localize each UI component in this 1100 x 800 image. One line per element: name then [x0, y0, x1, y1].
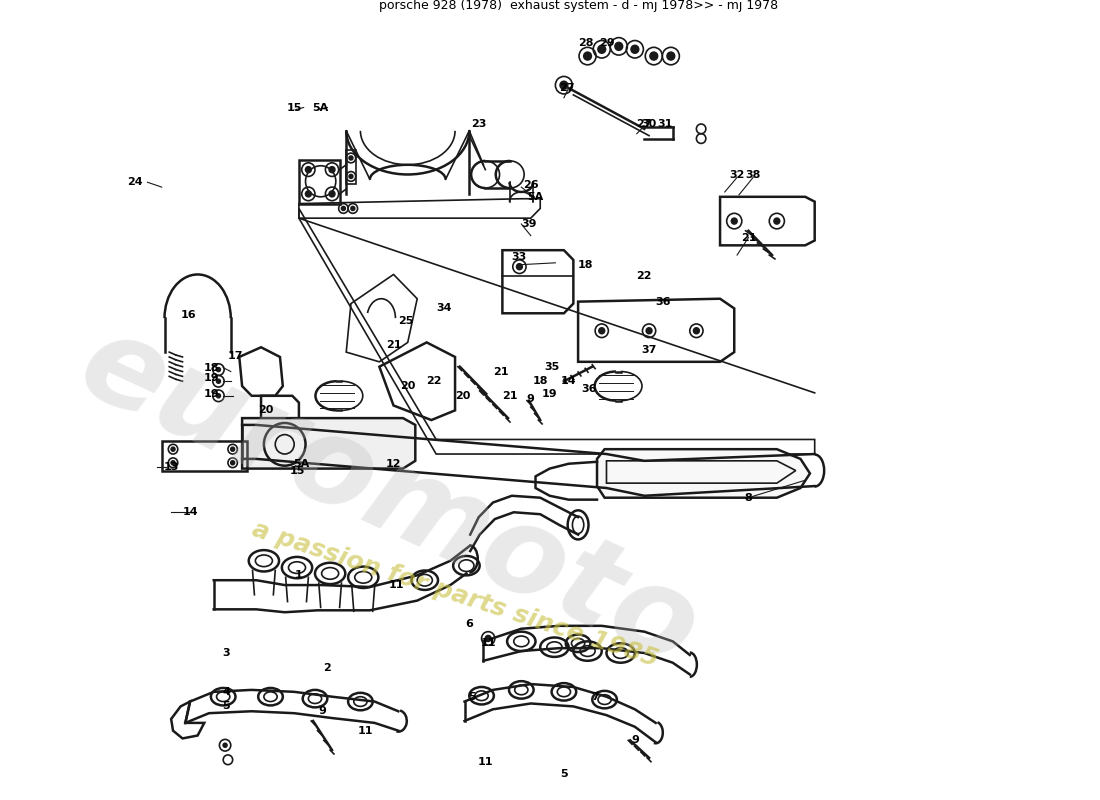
Text: 20: 20 [455, 390, 471, 401]
Text: 6: 6 [465, 619, 473, 629]
Circle shape [650, 52, 658, 60]
Circle shape [732, 218, 737, 224]
Text: 24: 24 [128, 178, 143, 187]
Text: 14: 14 [183, 507, 198, 518]
Circle shape [667, 52, 674, 60]
Text: 8: 8 [745, 493, 752, 502]
Text: 11: 11 [481, 638, 496, 648]
Circle shape [231, 447, 234, 451]
Circle shape [217, 368, 220, 371]
Text: 26: 26 [522, 180, 539, 190]
Text: 16: 16 [180, 310, 196, 320]
Text: 18: 18 [578, 260, 593, 270]
Text: 9: 9 [527, 394, 535, 404]
Text: 5A: 5A [312, 102, 329, 113]
Circle shape [217, 394, 220, 398]
Circle shape [172, 447, 175, 451]
Text: 11: 11 [358, 726, 373, 736]
Polygon shape [242, 418, 416, 469]
Text: 19: 19 [542, 389, 558, 399]
Text: 39: 39 [521, 219, 537, 229]
Text: 15: 15 [289, 466, 305, 475]
Text: 20: 20 [258, 406, 274, 415]
Text: 1: 1 [295, 570, 302, 580]
Text: 17: 17 [228, 351, 243, 361]
Text: euromoto: euromoto [62, 303, 716, 692]
Text: 15: 15 [286, 102, 301, 113]
Text: 19: 19 [204, 389, 220, 399]
Text: 25: 25 [398, 316, 414, 326]
Circle shape [341, 206, 345, 210]
Polygon shape [597, 449, 810, 498]
Text: 13: 13 [164, 462, 179, 472]
Circle shape [615, 42, 623, 50]
Text: 5A: 5A [294, 458, 310, 469]
Circle shape [485, 635, 491, 642]
Text: 7: 7 [592, 692, 600, 702]
Circle shape [584, 52, 592, 60]
Text: a passion for parts since 1985: a passion for parts since 1985 [249, 518, 661, 672]
Circle shape [694, 328, 700, 334]
Text: 11: 11 [477, 757, 493, 766]
Text: 29: 29 [598, 38, 614, 49]
Text: 27: 27 [637, 119, 652, 129]
Text: 5: 5 [560, 770, 568, 779]
Circle shape [646, 328, 652, 334]
Text: 5: 5 [222, 702, 230, 711]
Circle shape [631, 46, 639, 53]
Circle shape [560, 82, 568, 89]
Text: 21: 21 [740, 233, 756, 242]
Circle shape [231, 461, 234, 465]
Circle shape [351, 206, 354, 210]
Text: 27: 27 [559, 83, 574, 93]
Text: 21: 21 [386, 340, 402, 350]
Circle shape [217, 379, 220, 383]
Circle shape [223, 743, 227, 747]
Text: 22: 22 [427, 376, 442, 386]
Text: 4: 4 [222, 687, 230, 697]
Text: 5A: 5A [527, 192, 543, 202]
Text: 18: 18 [532, 376, 548, 386]
Text: 34: 34 [436, 303, 451, 314]
Text: porsche 928 (1978)  exhaust system - d - mj 1978>> - mj 1978: porsche 928 (1978) exhaust system - d - … [378, 0, 778, 12]
Text: 20: 20 [400, 381, 416, 391]
Text: 5: 5 [469, 692, 476, 702]
Text: 2: 2 [323, 662, 331, 673]
Text: 23: 23 [471, 119, 486, 129]
Text: 37: 37 [641, 345, 657, 355]
Circle shape [172, 461, 175, 465]
Circle shape [329, 166, 334, 173]
Text: 21: 21 [493, 366, 508, 377]
Circle shape [329, 191, 334, 197]
Text: 38: 38 [746, 170, 761, 181]
Circle shape [349, 156, 353, 160]
Text: 28: 28 [578, 38, 593, 49]
Circle shape [349, 174, 353, 178]
Text: 21: 21 [503, 390, 518, 401]
Text: 11: 11 [388, 580, 404, 590]
Text: 22: 22 [637, 271, 652, 282]
Circle shape [517, 264, 522, 270]
Text: 18: 18 [205, 362, 220, 373]
Text: 33: 33 [512, 252, 527, 262]
Circle shape [306, 166, 311, 173]
Text: 30: 30 [641, 119, 657, 129]
Text: 36: 36 [656, 297, 671, 306]
Text: 36: 36 [582, 384, 597, 394]
Text: 3: 3 [222, 648, 230, 658]
Text: 9: 9 [631, 735, 639, 746]
Text: 12: 12 [386, 458, 402, 469]
Text: 14: 14 [561, 376, 576, 386]
Circle shape [774, 218, 780, 224]
Circle shape [306, 191, 311, 197]
Text: 35: 35 [544, 362, 559, 372]
Text: 32: 32 [729, 170, 745, 181]
Circle shape [598, 328, 605, 334]
Text: 31: 31 [658, 119, 673, 129]
Text: 19: 19 [204, 374, 220, 383]
Text: 9: 9 [319, 706, 327, 716]
Circle shape [598, 46, 605, 53]
